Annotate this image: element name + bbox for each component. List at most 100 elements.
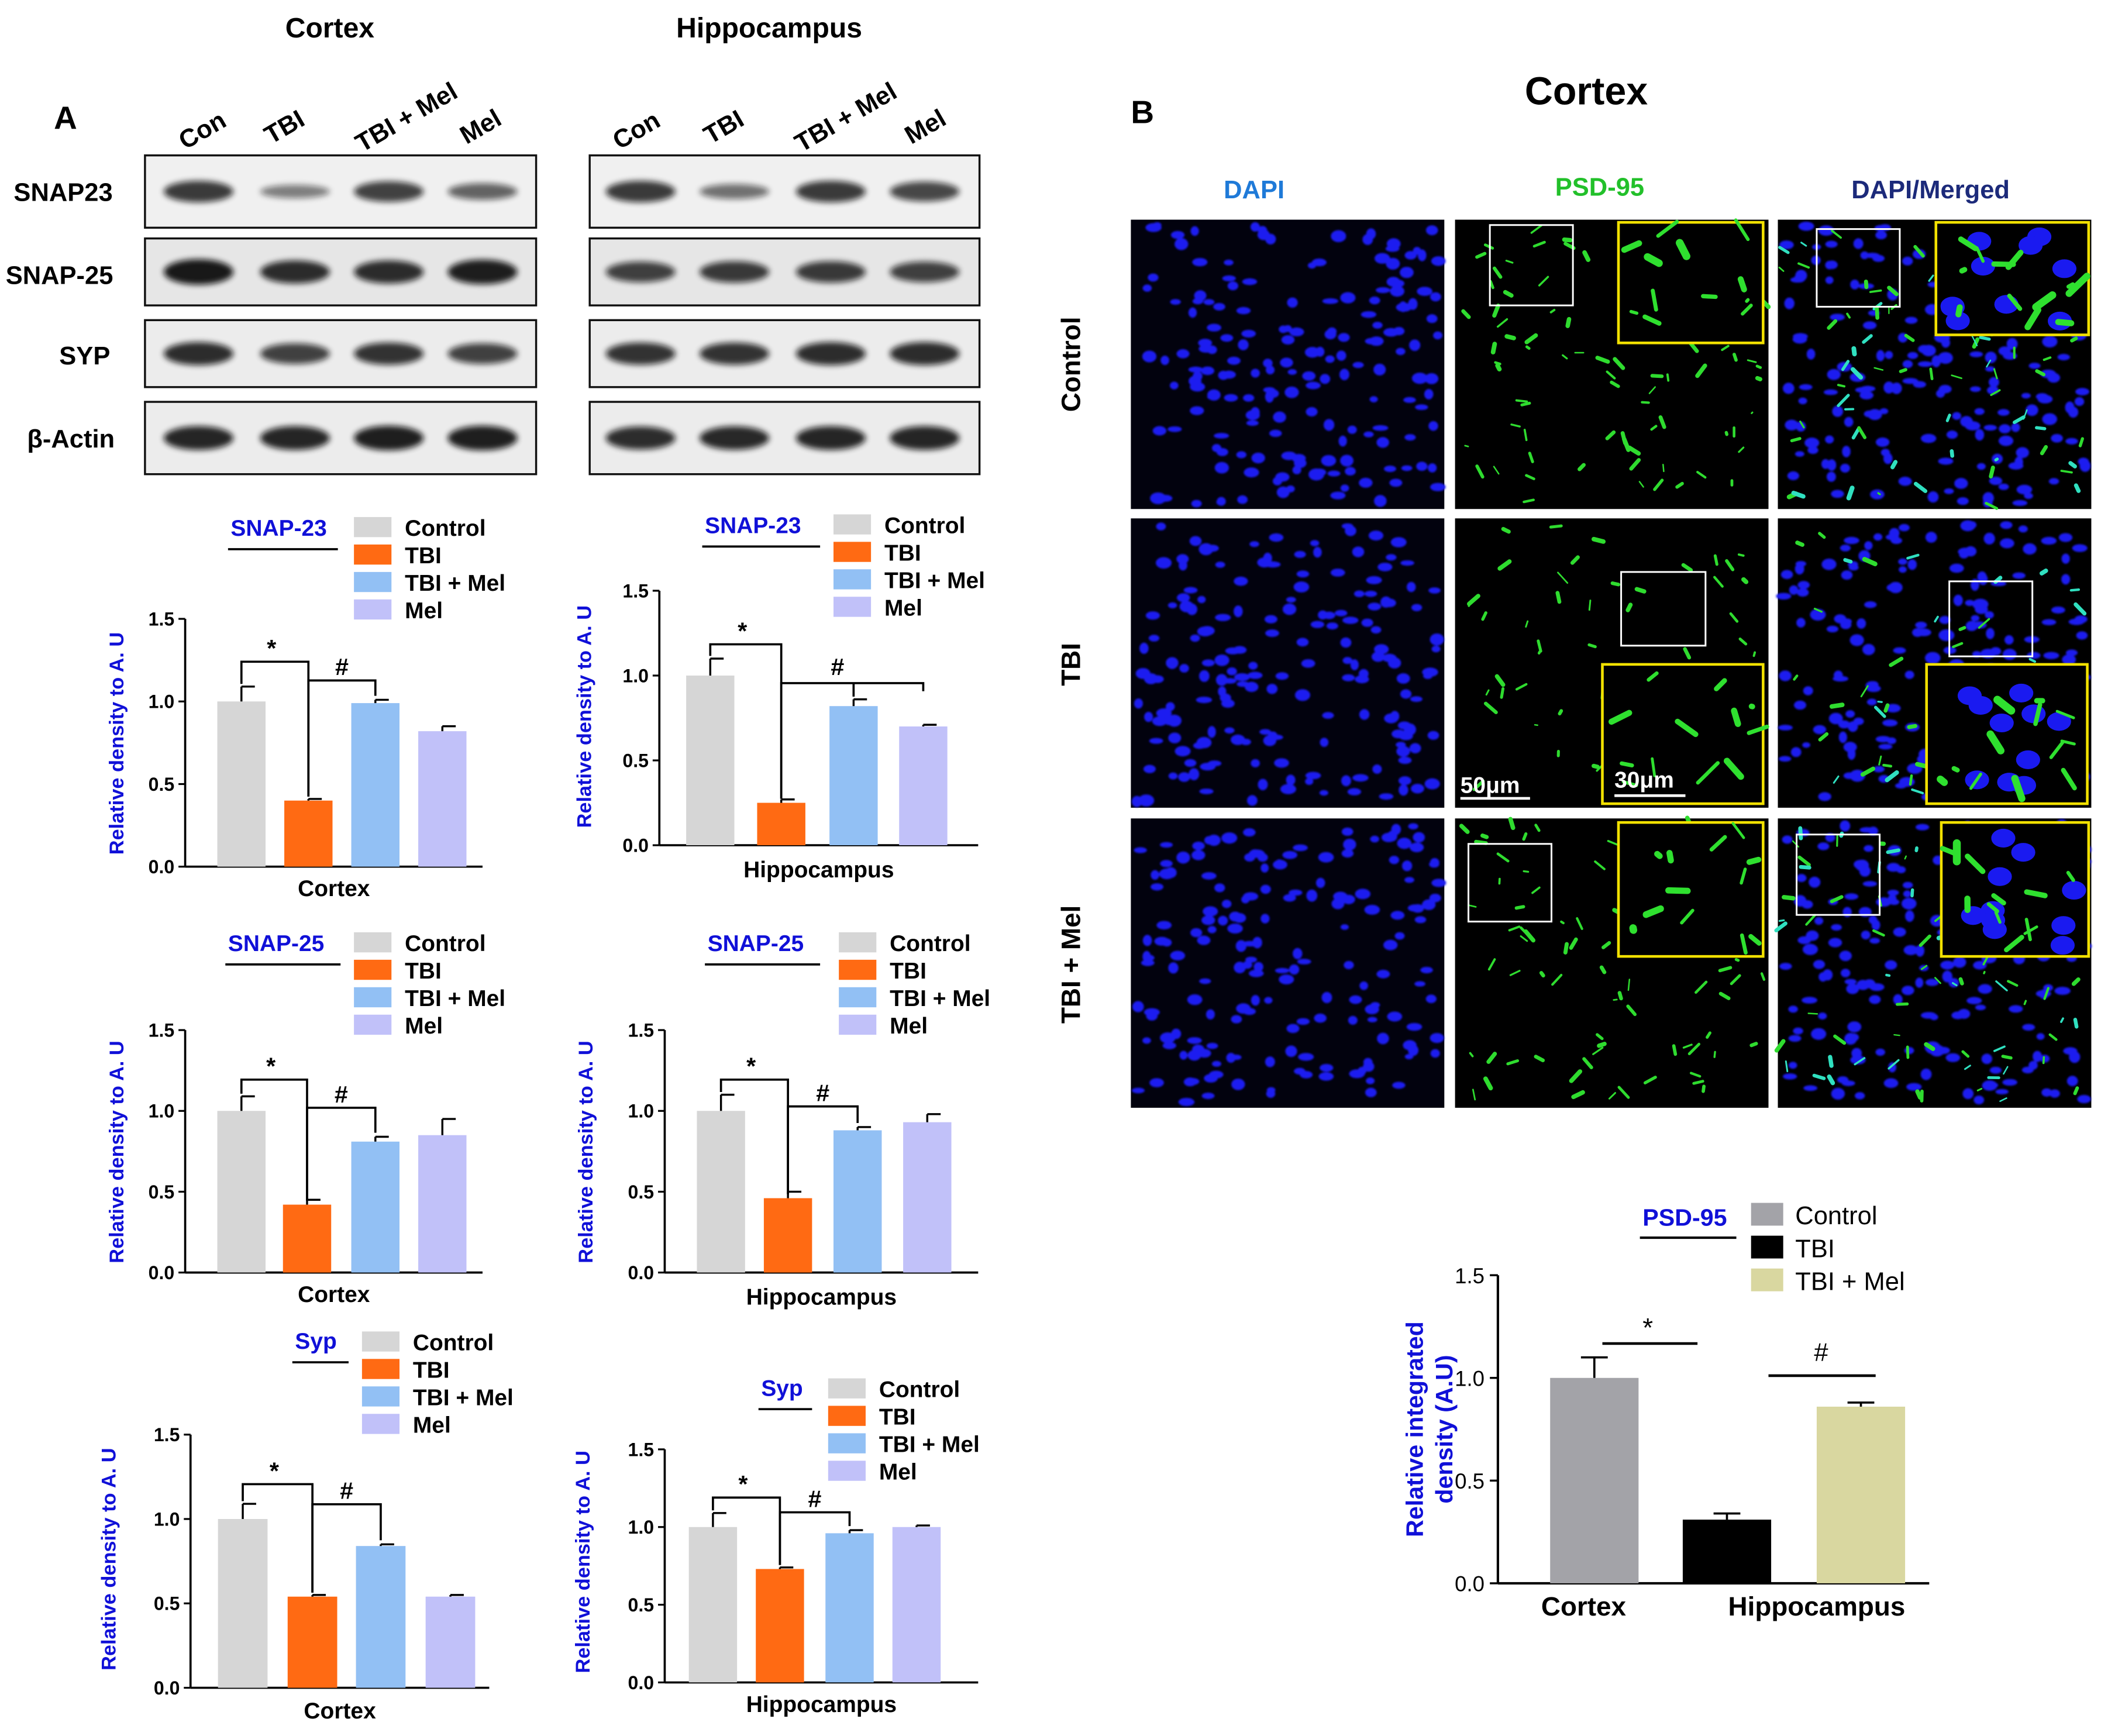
nucleus (1396, 746, 1410, 757)
nucleus (1915, 621, 1927, 629)
nucleus (1159, 868, 1175, 880)
nucleus (1853, 238, 1864, 249)
nucleus (1779, 963, 1792, 970)
nucleus (1938, 457, 1954, 465)
nucleus (1201, 366, 1215, 376)
nucleus (1784, 297, 1795, 309)
nucleus (1811, 1028, 1827, 1040)
nucleus (1873, 766, 1885, 773)
nucleus (1325, 355, 1335, 363)
nucleus (1203, 906, 1218, 917)
nucleus (2077, 1094, 2091, 1104)
psd95-puncta (1595, 356, 1610, 364)
nucleus (1231, 1079, 1245, 1090)
nucleus (1867, 409, 1882, 421)
psd95-puncta (1907, 724, 1917, 729)
nucleus (1300, 1070, 1313, 1079)
psd95-puncta (1613, 357, 1625, 370)
nucleus (1340, 484, 1349, 492)
lane-label: TBI (260, 105, 309, 150)
legend-label: Mel (405, 1014, 443, 1039)
nucleus (1321, 454, 1337, 467)
nucleus (1806, 930, 1819, 941)
nucleus (1400, 689, 1412, 699)
psd95-puncta (1500, 687, 1505, 699)
psd95-puncta (2071, 977, 2081, 986)
legend-label: TBI + Mel (879, 1432, 980, 1457)
psd95-puncta (1520, 926, 1533, 940)
nucleus (1374, 644, 1389, 655)
nucleus (1861, 930, 1871, 940)
psd95-puncta (1995, 980, 2008, 991)
nucleus (1331, 898, 1345, 910)
nucleus (1241, 329, 1256, 338)
nucleus (2065, 438, 2078, 445)
psd95-puncta (1882, 763, 1893, 768)
nucleus (1330, 569, 1345, 577)
psd95-puncta (1562, 354, 1568, 360)
y-tick-label: 0.5 (628, 1594, 655, 1616)
nucleus (1227, 667, 1237, 676)
nucleus (1372, 764, 1382, 774)
y-tick-label: 0.5 (149, 774, 175, 795)
nucleus (1251, 407, 1260, 418)
nucleus (1410, 696, 1423, 702)
nucleus (1795, 451, 1804, 457)
inset-psd95 (1642, 314, 1662, 326)
nucleus (1893, 647, 1906, 654)
nucleus (1191, 500, 1202, 508)
psd95-puncta (1827, 1074, 1835, 1086)
nucleus (1957, 497, 1969, 505)
nucleus (1817, 842, 1830, 850)
blot-band (605, 426, 676, 450)
nucleus (1167, 602, 1177, 608)
bar-mel (418, 731, 467, 867)
nucleus (1132, 1087, 1145, 1094)
blot-band (447, 183, 518, 200)
nucleus (1306, 381, 1321, 390)
psd95-puncta (2035, 369, 2045, 377)
nucleus (2028, 363, 2041, 369)
nucleus (1404, 434, 1416, 441)
nucleus (1865, 253, 1880, 259)
nucleus (1244, 853, 1255, 862)
legend-swatch (839, 959, 877, 980)
x-axis-label: Cortex (298, 876, 370, 901)
nucleus (1197, 1049, 1211, 1058)
significance-star: * (1642, 1313, 1653, 1343)
psd95-puncta (1993, 368, 1998, 380)
nucleus (1796, 874, 1807, 883)
psd95-puncta (1525, 620, 1529, 628)
bar-mel (899, 726, 948, 846)
nucleus (1143, 764, 1156, 773)
psd95-puncta (1718, 966, 1733, 973)
psd95-puncta (1643, 1076, 1657, 1084)
x-category-label: Hippocampus (1728, 1592, 1906, 1621)
legend-label: Mel (879, 1459, 917, 1484)
inset-psd95 (1714, 678, 1727, 691)
nucleus (1285, 1045, 1297, 1058)
nucleus (1860, 251, 1869, 260)
nucleus (1342, 674, 1355, 681)
nucleus (1190, 634, 1200, 642)
y-tick-label: 0.0 (149, 1262, 175, 1283)
psd95-puncta (1702, 1084, 1706, 1093)
nucleus (1226, 1053, 1236, 1063)
nucleus (1864, 601, 1877, 608)
legend-label: Mel (890, 1014, 928, 1039)
nucleus (1868, 915, 1878, 924)
nucleus (1322, 298, 1339, 304)
inset-nucleus (2011, 843, 2035, 862)
inset-psd95 (2011, 774, 2026, 802)
y-tick-label: 0.5 (154, 1593, 180, 1614)
nucleus (1189, 536, 1202, 546)
nucleus (1322, 712, 1334, 719)
psd95-puncta (1532, 240, 1546, 248)
nucleus (1190, 226, 1199, 236)
dapi-nuclei (1142, 222, 1446, 508)
blot-band (699, 184, 770, 199)
nucleus (1131, 795, 1142, 808)
nucleus (1196, 697, 1213, 704)
nucleus (1411, 783, 1424, 794)
nucleus (1849, 634, 1864, 646)
